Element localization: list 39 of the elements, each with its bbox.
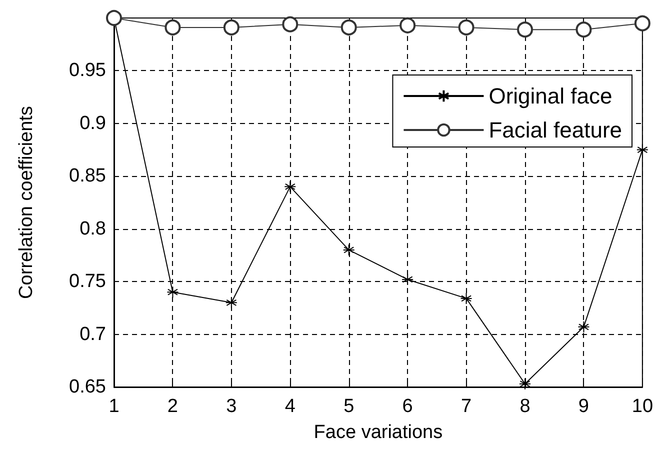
point [166,286,179,298]
y-tick-label: 0.75 [69,271,106,292]
x-tick-label: 9 [578,396,590,417]
point [519,378,532,390]
y-tick-label: 0.95 [69,60,106,82]
point [164,19,181,36]
point [460,292,472,304]
point [578,320,590,333]
point [636,144,648,156]
y-tick-label: 0.7 [80,324,106,345]
x-tick-label: 5 [344,396,354,417]
point [284,180,296,193]
point [340,19,357,36]
x-axis-title: Face variations [314,422,443,443]
point [282,16,298,32]
x-tick-label: 2 [167,396,178,417]
x-tick-label: 6 [402,396,413,417]
x-tick-label: 10 [632,396,654,417]
x-tick-label: 4 [284,396,296,417]
point [458,19,474,36]
point [225,296,238,309]
point [517,22,534,38]
legend-label: Facial feature [488,118,622,142]
x-tick-label: 7 [461,396,472,417]
y-axis-title: Correlation coefficients [16,106,37,299]
y-tick-label: 0.85 [69,166,106,187]
legend-label: Original face [488,84,612,108]
y-tick-label: 0.65 [69,376,106,398]
point [223,19,240,36]
x-tick-label: 3 [226,396,237,417]
x-tick-label: 1 [108,396,120,417]
point [400,17,416,34]
point [634,15,650,32]
point [576,22,592,38]
y-tick-label: 0.8 [80,218,106,240]
point [402,273,414,286]
y-tick-label: 0.9 [80,112,106,134]
point [342,244,355,256]
x-tick-label: 8 [520,396,530,417]
